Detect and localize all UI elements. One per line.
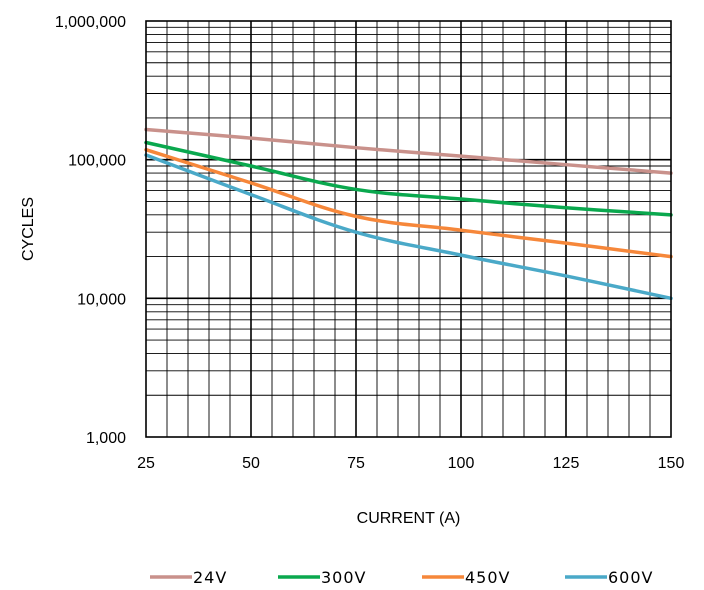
- plot-frame: [145, 20, 672, 438]
- legend-label-300v: 300V: [321, 568, 366, 587]
- legend-label-600v: 600V: [608, 568, 653, 587]
- tick-labels: 25 50 75 100 125 150 1,000 10,000 100,000 1,000,0…: [55, 14, 685, 472]
- y-axis-title: CYCLES: [20, 197, 37, 261]
- series-line-24v: [144, 127, 673, 175]
- x-tick-label: 75: [347, 455, 365, 472]
- grid: [146, 21, 671, 437]
- y-tick-label: 10,000: [77, 291, 126, 308]
- y-tick-label: 1,000,000: [55, 14, 126, 31]
- x-tick-label: 150: [658, 455, 685, 472]
- legend-label-450v: 450V: [465, 568, 510, 587]
- legend-label-24v: 24V: [193, 568, 227, 587]
- series-line-600v: [144, 153, 673, 301]
- plot-border: [145, 20, 672, 438]
- x-tick-label: 125: [553, 455, 580, 472]
- x-tick-label: 25: [137, 455, 155, 472]
- x-tick-label: 50: [242, 455, 260, 472]
- legend: 24V 300V 450V 600V: [150, 568, 653, 587]
- series-line-300v: [144, 140, 673, 217]
- x-axis-title: CURRENT (A): [357, 510, 461, 527]
- series-lines: [144, 127, 673, 301]
- x-tick-label: 100: [448, 455, 475, 472]
- series-line-450v: [144, 147, 673, 259]
- y-tick-label: 1,000: [86, 430, 126, 447]
- y-tick-label: 100,000: [68, 153, 126, 170]
